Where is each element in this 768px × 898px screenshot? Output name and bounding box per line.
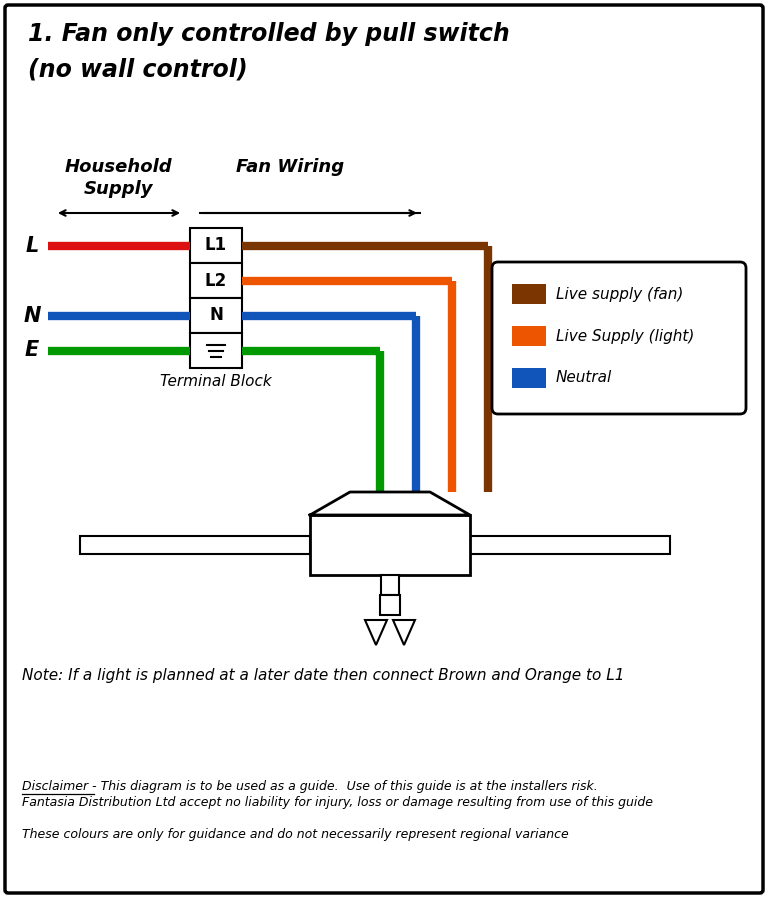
Text: Disclaimer - This diagram is to be used as a guide.  Use of this guide is at the: Disclaimer - This diagram is to be used … — [22, 780, 598, 793]
Bar — [470, 536, 670, 554]
Bar — [380, 595, 400, 615]
Bar — [381, 575, 399, 595]
Text: Neutral: Neutral — [556, 371, 612, 385]
Text: L: L — [25, 235, 38, 256]
Text: N: N — [209, 306, 223, 324]
Polygon shape — [365, 620, 387, 645]
Text: Terminal Block: Terminal Block — [160, 374, 272, 389]
Text: Fantasia Distribution Ltd accept no liability for injury, loss or damage resulti: Fantasia Distribution Ltd accept no liab… — [22, 796, 653, 809]
Text: 1. Fan only controlled by pull switch: 1. Fan only controlled by pull switch — [28, 22, 510, 46]
Bar — [190, 263, 242, 298]
Bar — [512, 368, 546, 388]
Text: (no wall control): (no wall control) — [28, 58, 247, 82]
Text: These colours are only for guidance and do not necessarily represent regional va: These colours are only for guidance and … — [22, 828, 569, 841]
FancyBboxPatch shape — [5, 5, 763, 893]
Polygon shape — [310, 492, 470, 515]
Bar — [190, 228, 242, 263]
Text: Live Supply (light): Live Supply (light) — [556, 329, 694, 344]
Text: L2: L2 — [205, 271, 227, 289]
Text: Note: If a light is planned at a later date then connect Brown and Orange to L1: Note: If a light is planned at a later d… — [22, 668, 624, 683]
Text: Supply: Supply — [83, 180, 153, 198]
Bar — [512, 326, 546, 346]
Bar — [512, 284, 546, 304]
Text: Household: Household — [65, 158, 172, 176]
Text: N: N — [23, 305, 41, 325]
Text: Live supply (fan): Live supply (fan) — [556, 286, 684, 302]
Bar — [190, 333, 242, 368]
Bar — [190, 298, 242, 333]
FancyBboxPatch shape — [492, 262, 746, 414]
Text: Fan Wiring: Fan Wiring — [236, 158, 344, 176]
Bar — [80, 536, 310, 554]
Bar — [310, 515, 470, 575]
Polygon shape — [393, 620, 415, 645]
Text: L1: L1 — [205, 236, 227, 254]
Text: E: E — [25, 340, 39, 360]
